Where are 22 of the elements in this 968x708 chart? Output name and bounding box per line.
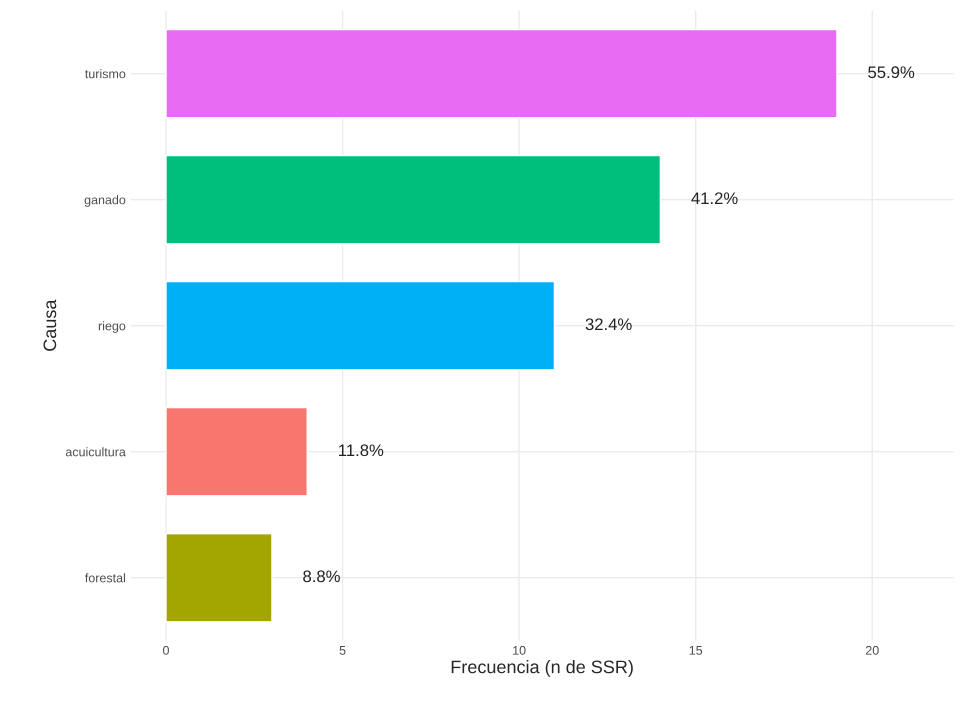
bar xyxy=(165,532,273,623)
y-axis-title: Causa xyxy=(43,300,56,351)
bar xyxy=(165,280,556,370)
x-tick-label: 15 xyxy=(690,646,702,655)
y-tick-label: riego xyxy=(98,321,126,333)
y-tick-label: acuicultura xyxy=(66,447,126,456)
bar xyxy=(165,154,662,244)
annotation: 11.8% xyxy=(339,444,384,456)
y-tick-label: turismo xyxy=(85,69,126,78)
bar xyxy=(165,28,838,118)
x-tick-label: 20 xyxy=(866,646,879,655)
annotation: 32.4% xyxy=(586,318,632,330)
x-tick-label: 5 xyxy=(340,646,346,655)
x-tick-label: 10 xyxy=(513,646,526,655)
annotation: 55.9% xyxy=(868,66,914,78)
annotation: 8.8% xyxy=(303,570,340,582)
y-tick-label: ganado xyxy=(84,195,126,207)
annotation: 41.2% xyxy=(691,192,738,204)
bar xyxy=(165,406,308,497)
x-axis-title: Frecuencia (n de SSR) xyxy=(452,660,633,677)
x-tick-label: 0 xyxy=(163,646,169,655)
y-tick-label: forestal xyxy=(85,573,125,582)
